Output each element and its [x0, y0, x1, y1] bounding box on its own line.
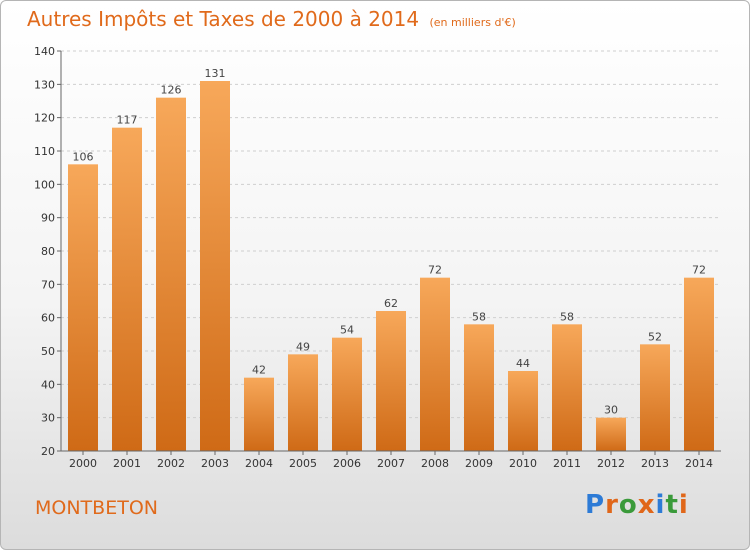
bar-2003 — [200, 81, 230, 451]
data-label: 52 — [648, 330, 662, 343]
y-tick-label: 90 — [41, 212, 55, 225]
bar-2007 — [376, 311, 406, 451]
y-tick-label: 100 — [34, 178, 55, 191]
y-tick-label: 120 — [34, 112, 55, 125]
x-tick-label: 2011 — [553, 457, 581, 470]
y-tick-label: 30 — [41, 412, 55, 425]
data-label: 117 — [117, 114, 138, 127]
x-tick-label: 2014 — [685, 457, 713, 470]
data-label: 72 — [692, 264, 706, 277]
x-tick-label: 2002 — [157, 457, 185, 470]
x-tick-label: 2005 — [289, 457, 317, 470]
data-label: 131 — [205, 67, 226, 80]
x-tick-label: 2010 — [509, 457, 537, 470]
x-tick-label: 2003 — [201, 457, 229, 470]
chart-subtitle: (en milliers d'€) — [429, 16, 516, 29]
y-tick-label: 80 — [41, 245, 55, 258]
data-label: 49 — [296, 340, 310, 353]
data-label: 54 — [340, 324, 354, 337]
bar-2000 — [68, 164, 98, 452]
data-label: 58 — [472, 310, 486, 323]
y-tick-label: 50 — [41, 345, 55, 358]
y-tick-label: 40 — [41, 378, 55, 391]
x-tick-label: 2012 — [597, 457, 625, 470]
bar-2013 — [640, 344, 670, 451]
bar-2002 — [156, 97, 186, 452]
bar-2011 — [552, 324, 582, 451]
proxiti-logo: Proxiti — [585, 490, 689, 520]
x-tick-label: 2004 — [245, 457, 273, 470]
y-tick-label: 20 — [41, 445, 55, 458]
x-tick-label: 2001 — [113, 457, 141, 470]
x-tick-label: 2009 — [465, 457, 493, 470]
bar-2014 — [684, 277, 714, 451]
bar-2010 — [508, 371, 538, 451]
x-tick-label: 2008 — [421, 457, 449, 470]
y-tick-label: 110 — [34, 145, 55, 158]
bar-2006 — [332, 337, 362, 451]
data-label: 72 — [428, 264, 442, 277]
data-label: 62 — [384, 297, 398, 310]
bar-2004 — [244, 377, 274, 451]
y-tick-label: 130 — [34, 78, 55, 91]
x-tick-label: 2000 — [69, 457, 97, 470]
data-label: 106 — [73, 150, 94, 163]
y-tick-label: 60 — [41, 312, 55, 325]
bar-2005 — [288, 354, 318, 451]
data-label: 44 — [516, 357, 530, 370]
data-label: 42 — [252, 364, 266, 377]
bar-2008 — [420, 277, 450, 451]
data-label: 30 — [604, 404, 618, 417]
y-tick-label: 70 — [41, 278, 55, 291]
chart-title: Autres Impôts et Taxes de 2000 à 2014 (e… — [27, 7, 516, 31]
x-tick-label: 2007 — [377, 457, 405, 470]
data-label: 58 — [560, 310, 574, 323]
data-label: 126 — [161, 84, 182, 97]
x-tick-label: 2013 — [641, 457, 669, 470]
bar-2009 — [464, 324, 494, 451]
city-name: MONTBETON — [35, 497, 158, 519]
x-tick-label: 2006 — [333, 457, 361, 470]
bar-2012 — [596, 417, 626, 451]
y-tick-label: 140 — [34, 45, 55, 58]
bar-2001 — [112, 127, 142, 452]
